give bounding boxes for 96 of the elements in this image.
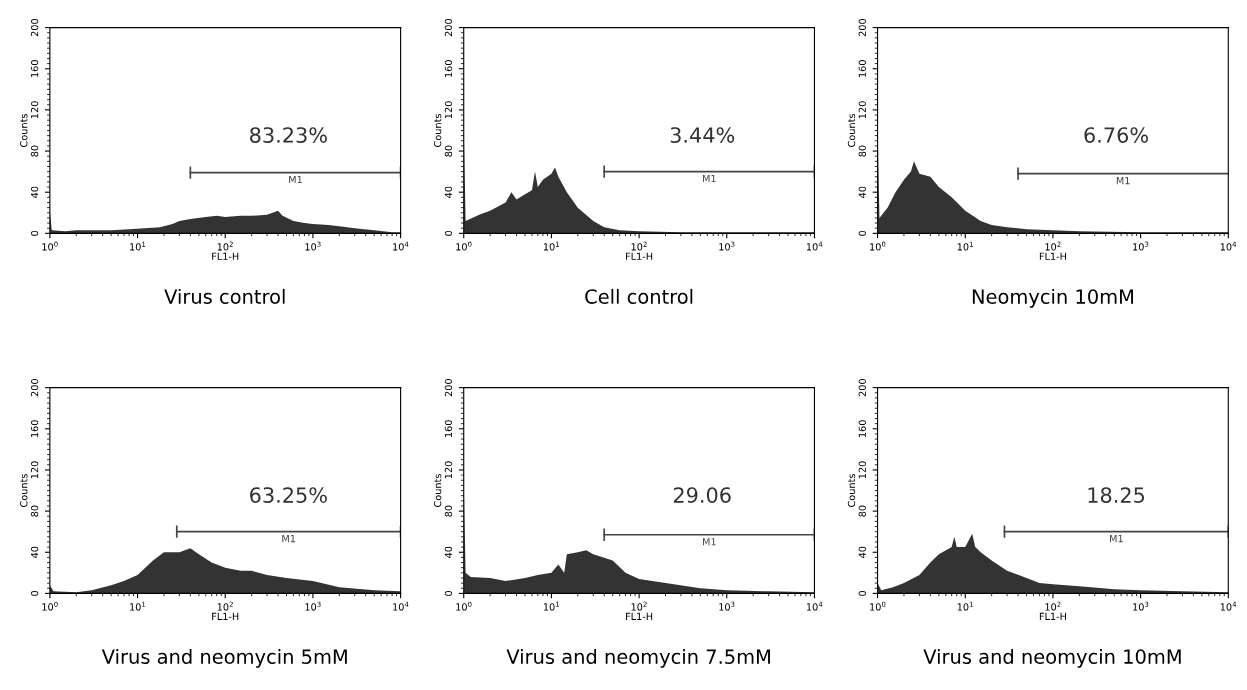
x-tick-label: 10$^{3}$ (305, 241, 321, 251)
x-axis-title: FL1-H (1039, 252, 1066, 260)
y-axis-title: Counts (20, 474, 28, 507)
y-tick-label: 160 (30, 60, 39, 77)
y-tick-label: 40 (30, 546, 39, 558)
y-axis-title: Counts (433, 474, 442, 507)
x-tick-label: 10$^{0}$ (870, 601, 886, 611)
y-tick-label: 200 (858, 18, 866, 37)
y-tick-label: 160 (858, 420, 866, 438)
annotation: 6.76% (1084, 127, 1149, 143)
x-tick-label: 10$^{4}$ (806, 241, 823, 251)
x-tick-label: 10$^{3}$ (305, 601, 321, 611)
y-axis-title: Counts (847, 474, 856, 507)
x-axis-title: FL1-H (626, 252, 653, 260)
y-tick-label: 0 (30, 590, 39, 596)
y-tick-label: 80 (30, 505, 39, 517)
x-tick-label: 10$^{1}$ (957, 241, 973, 251)
y-tick-label: 0 (444, 230, 453, 236)
x-tick-label: 10$^{1}$ (957, 601, 973, 611)
series-label: M1 (1110, 535, 1123, 543)
y-tick-label: 200 (858, 379, 866, 397)
y-tick-label: 160 (444, 420, 453, 438)
text: Neomycin 10mM (972, 288, 1133, 308)
x-tick-label: 10$^{4}$ (393, 241, 409, 251)
x-tick-label: 10$^{0}$ (42, 241, 58, 251)
text: Virus and neomycin 10mM (923, 648, 1181, 668)
x-tick-label: 10$^{2}$ (1045, 241, 1061, 251)
x-tick-label: 10$^{0}$ (456, 241, 472, 251)
y-tick-label: 200 (444, 18, 453, 37)
series-label: M1 (289, 176, 302, 184)
series-label: M1 (702, 538, 716, 546)
y-tick-label: 120 (30, 461, 39, 479)
x-tick-label: 10$^{0}$ (42, 601, 58, 611)
x-tick-label: 10$^{2}$ (631, 241, 647, 251)
y-tick-label: 80 (858, 145, 866, 157)
annotation: 63.25% (250, 487, 327, 503)
y-tick-label: 120 (444, 461, 453, 479)
x-axis-title: FL1-H (1039, 612, 1066, 620)
y-tick-label: 160 (444, 60, 453, 77)
x-tick-label: 10$^{1}$ (130, 601, 146, 611)
x-tick-label: 10$^{4}$ (393, 601, 409, 611)
y-tick-label: 80 (444, 505, 453, 517)
series-label: M1 (282, 535, 296, 543)
x-tick-label: 10$^{3}$ (719, 601, 735, 611)
x-tick-label: 10$^{4}$ (1220, 601, 1237, 611)
y-tick-label: 160 (30, 420, 39, 438)
y-tick-label: 120 (858, 101, 866, 119)
x-tick-label: 10$^{1}$ (543, 601, 560, 611)
y-tick-label: 0 (444, 590, 453, 596)
x-tick-label: 10$^{2}$ (217, 601, 233, 611)
x-tick-label: 10$^{3}$ (1133, 241, 1149, 251)
y-tick-label: 200 (30, 18, 39, 37)
y-tick-label: 40 (30, 186, 39, 198)
annotation: 18.25 (1088, 487, 1145, 503)
y-tick-label: 0 (858, 230, 866, 236)
y-tick-label: 40 (858, 186, 866, 198)
x-axis-title: FL1-H (626, 612, 653, 620)
annotation: 83.23% (250, 127, 327, 143)
text: Virus and neomycin 7.5mM (506, 648, 770, 668)
y-axis-title: Counts (433, 113, 442, 147)
text: Cell control (585, 288, 693, 304)
y-tick-label: 120 (858, 461, 866, 479)
y-axis-title: Counts (847, 113, 856, 147)
y-tick-label: 80 (858, 505, 866, 517)
x-tick-label: 10$^{1}$ (543, 241, 560, 251)
annotation: 29.06 (673, 487, 731, 503)
series-label: M1 (702, 175, 716, 183)
x-tick-label: 10$^{0}$ (870, 241, 886, 251)
x-tick-label: 10$^{2}$ (1045, 601, 1061, 611)
x-tick-label: 10$^{1}$ (130, 241, 146, 251)
x-tick-label: 10$^{2}$ (217, 241, 233, 251)
y-axis-title: Counts (20, 113, 28, 147)
x-tick-label: 10$^{3}$ (1133, 601, 1149, 611)
y-tick-label: 160 (858, 60, 866, 77)
y-tick-label: 200 (30, 379, 39, 397)
y-tick-label: 40 (858, 546, 866, 558)
x-tick-label: 10$^{3}$ (719, 241, 735, 251)
y-tick-label: 40 (444, 186, 453, 198)
x-axis-title: FL1-H (212, 252, 239, 260)
x-tick-label: 10$^{4}$ (1220, 241, 1237, 251)
y-tick-label: 40 (444, 546, 453, 558)
x-tick-label: 10$^{0}$ (456, 601, 472, 611)
y-tick-label: 80 (30, 145, 39, 157)
x-tick-label: 10$^{2}$ (631, 601, 647, 611)
y-tick-label: 80 (444, 145, 453, 157)
x-axis-title: FL1-H (212, 612, 239, 620)
y-tick-label: 0 (858, 590, 866, 596)
y-tick-label: 120 (30, 101, 39, 119)
x-tick-label: 10$^{4}$ (806, 601, 823, 611)
text: Virus control (164, 288, 285, 304)
text: Virus and neomycin 5mM (101, 648, 347, 668)
series-label: M1 (1116, 177, 1130, 185)
y-tick-label: 200 (444, 379, 453, 397)
y-tick-label: 0 (30, 230, 39, 236)
y-tick-label: 120 (444, 101, 453, 119)
annotation: 3.44% (670, 127, 735, 143)
